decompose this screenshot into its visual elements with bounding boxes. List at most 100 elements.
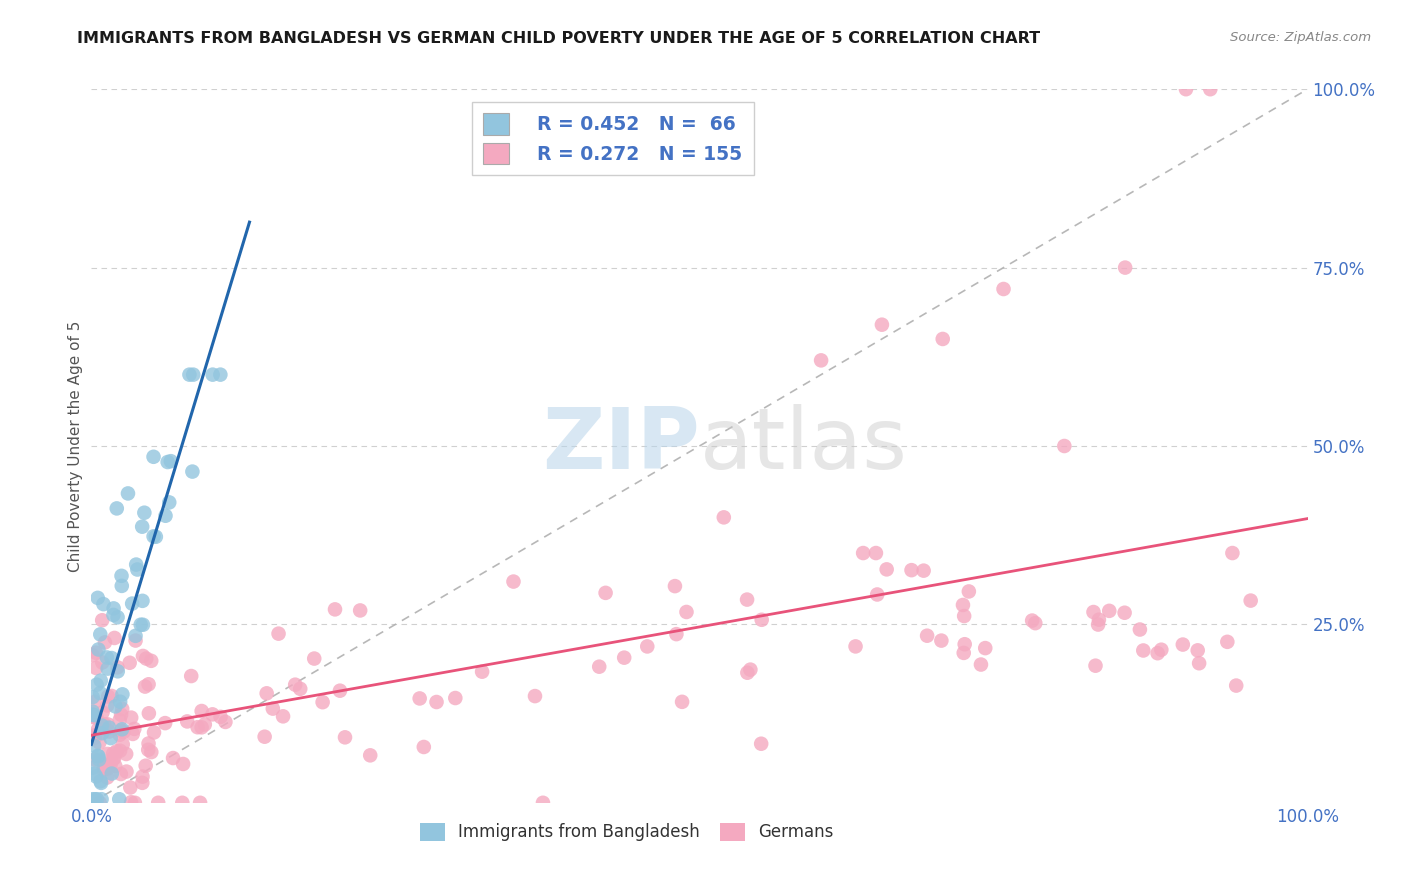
Point <box>138 706 160 721</box>
Point <box>160 454 183 468</box>
Point <box>1225 679 1247 693</box>
Point <box>82 690 104 704</box>
Point <box>665 627 688 641</box>
Point <box>713 510 735 524</box>
Point <box>125 558 148 572</box>
Point <box>172 756 194 771</box>
Point <box>749 737 772 751</box>
Point <box>588 659 610 673</box>
Point <box>117 486 139 500</box>
Point <box>91 726 114 740</box>
Point <box>408 691 430 706</box>
Point <box>93 760 115 774</box>
Point <box>115 764 138 779</box>
Point <box>1188 657 1211 671</box>
Point <box>103 751 125 765</box>
Point <box>108 728 131 742</box>
Point <box>993 282 1015 296</box>
Point <box>1150 642 1173 657</box>
Point <box>93 597 115 611</box>
Point <box>87 748 110 763</box>
Point <box>111 687 134 701</box>
Point <box>810 353 832 368</box>
Point <box>83 695 105 709</box>
Point <box>96 698 118 713</box>
Point <box>425 695 447 709</box>
Point <box>127 562 149 576</box>
Point <box>359 748 381 763</box>
Point <box>1187 643 1209 657</box>
Point <box>131 594 153 608</box>
Point <box>141 745 163 759</box>
Point <box>82 792 104 806</box>
Point <box>89 735 111 749</box>
Point <box>915 629 938 643</box>
Point <box>120 795 142 809</box>
Point <box>124 722 146 736</box>
Point <box>82 710 104 724</box>
Point <box>91 706 114 720</box>
Point <box>103 601 125 615</box>
Point <box>145 530 167 544</box>
Text: Source: ZipAtlas.com: Source: ZipAtlas.com <box>1230 31 1371 45</box>
Point <box>952 646 974 660</box>
Point <box>1129 623 1152 637</box>
Point <box>912 564 935 578</box>
Point <box>531 796 554 810</box>
Point <box>866 587 889 601</box>
Point <box>89 686 111 700</box>
Point <box>142 529 165 543</box>
Point <box>111 702 134 716</box>
Point <box>1199 82 1222 96</box>
Point <box>93 717 115 731</box>
Point <box>108 792 131 806</box>
Point <box>214 714 236 729</box>
Point <box>84 661 107 675</box>
Point <box>471 665 494 679</box>
Point <box>112 725 135 739</box>
Point <box>1222 546 1244 560</box>
Point <box>1146 646 1168 660</box>
Text: atlas: atlas <box>699 404 907 488</box>
Point <box>90 673 112 688</box>
Point <box>138 677 160 691</box>
Point <box>120 711 142 725</box>
Point <box>98 724 121 739</box>
Point <box>131 519 153 533</box>
Point <box>97 747 120 761</box>
Point <box>1021 614 1043 628</box>
Point <box>84 752 107 766</box>
Point <box>100 757 122 772</box>
Point <box>84 770 107 784</box>
Point <box>91 722 114 736</box>
Point <box>108 695 131 709</box>
Point <box>952 598 974 612</box>
Point <box>852 546 875 560</box>
Point <box>98 721 121 735</box>
Point <box>87 749 110 764</box>
Point <box>83 731 105 745</box>
Point <box>1083 605 1105 619</box>
Point <box>121 597 143 611</box>
Point <box>96 650 118 665</box>
Point <box>105 744 128 758</box>
Point <box>188 796 211 810</box>
Point <box>110 723 132 738</box>
Point <box>333 731 356 745</box>
Point <box>93 763 115 777</box>
Point <box>111 723 134 737</box>
Point <box>323 602 346 616</box>
Point <box>143 725 166 739</box>
Legend: Immigrants from Bangladesh, Germans: Immigrants from Bangladesh, Germans <box>413 816 839 848</box>
Point <box>107 610 129 624</box>
Point <box>957 584 980 599</box>
Point <box>132 617 155 632</box>
Point <box>124 796 146 810</box>
Point <box>108 713 131 727</box>
Point <box>141 654 163 668</box>
Point <box>111 579 134 593</box>
Point <box>82 705 104 719</box>
Point <box>311 695 333 709</box>
Point <box>105 501 128 516</box>
Point <box>131 770 153 784</box>
